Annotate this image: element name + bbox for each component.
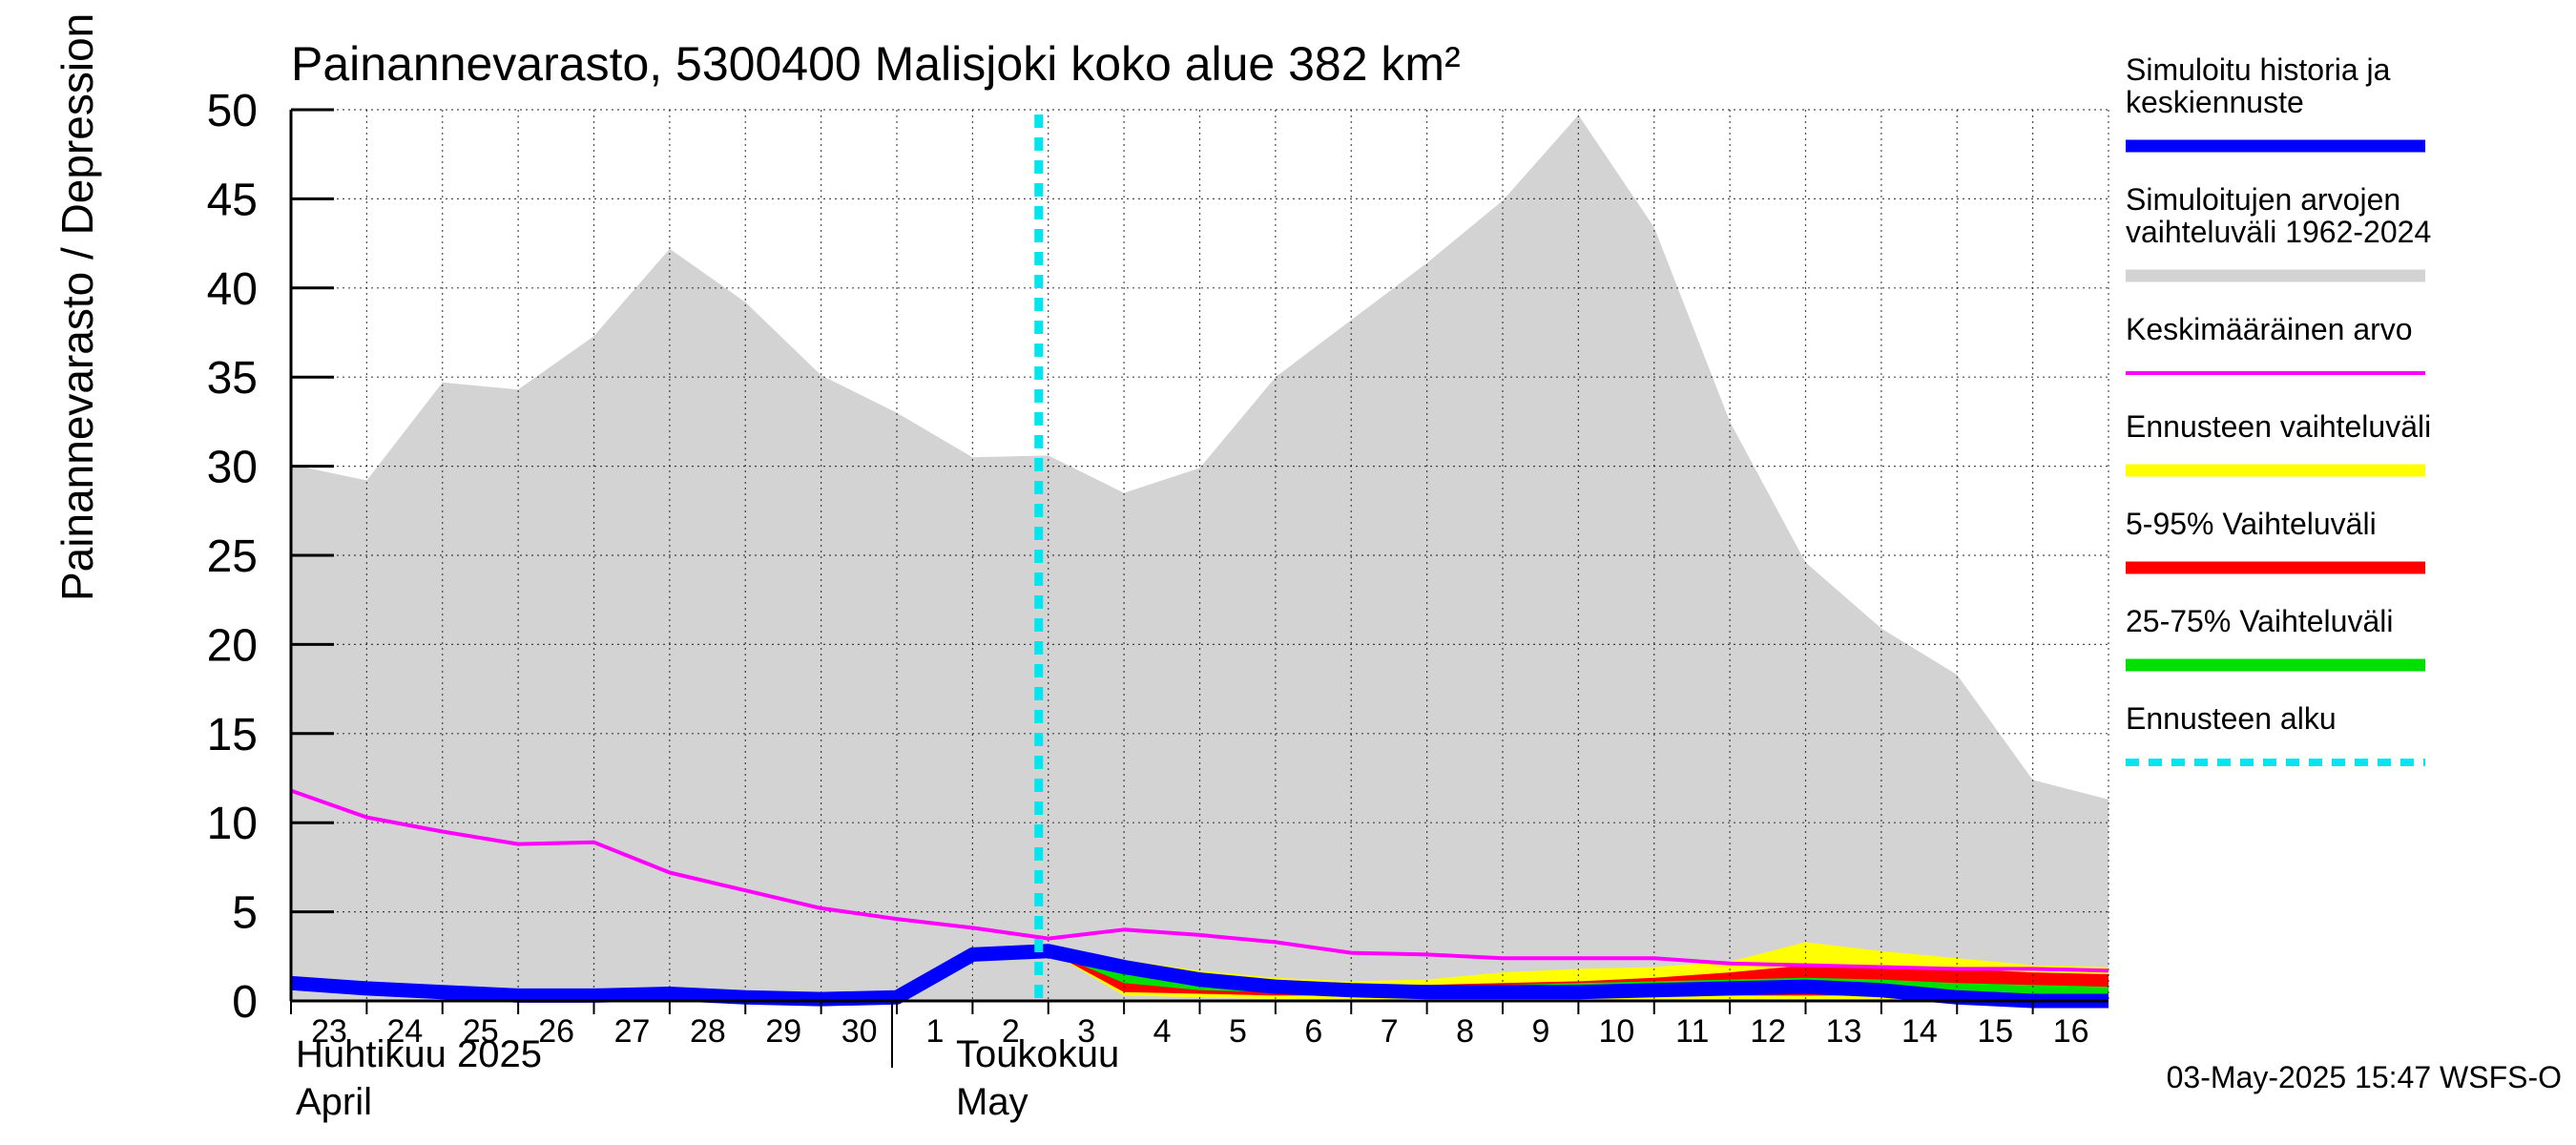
y-axis-label: Painannevarasto / Depression storage mm bbox=[52, 0, 102, 601]
x-tick-label: 16 bbox=[2053, 1013, 2089, 1050]
x-tick-label: 9 bbox=[1532, 1013, 1550, 1050]
chart-title: Painannevarasto, 5300400 Malisjoki koko … bbox=[291, 37, 1461, 91]
x-tick-label: 5 bbox=[1229, 1013, 1247, 1050]
legend-label: Keskimääräinen arvo bbox=[2126, 312, 2413, 346]
x-tick-label: 7 bbox=[1381, 1013, 1399, 1050]
y-tick-label: 35 bbox=[207, 353, 258, 404]
x-tick-label: 1 bbox=[926, 1013, 945, 1050]
legend-item: 5-95% Vaihteluväli bbox=[2126, 507, 2425, 574]
x-tick-label: 14 bbox=[1901, 1013, 1938, 1050]
legend-item: 25-75% Vaihteluväli bbox=[2126, 604, 2425, 672]
y-tick-label: 20 bbox=[207, 620, 258, 671]
month-label-may_en: May bbox=[956, 1081, 1028, 1123]
x-tick-label: 10 bbox=[1598, 1013, 1634, 1050]
series-line-4 bbox=[290, 788, 2109, 973]
legend-label: 25-75% Vaihteluväli bbox=[2126, 604, 2393, 638]
x-tick-label: 23 bbox=[311, 1013, 347, 1050]
x-tick-label: 27 bbox=[614, 1013, 651, 1050]
y-tick-label: 10 bbox=[207, 799, 258, 849]
x-tick-label: 26 bbox=[538, 1013, 574, 1050]
timestamp: 03-May-2025 15:47 WSFS-O bbox=[2167, 1060, 2562, 1094]
legend-label: 5-95% Vaihteluväli bbox=[2126, 507, 2377, 541]
legend-label: Ennusteen vaihteluväli bbox=[2126, 409, 2431, 444]
month-label-april_fi: Huhtikuu 2025 bbox=[296, 1033, 542, 1075]
x-tick-label: 28 bbox=[690, 1013, 726, 1050]
legend-item: Ennusteen vaihteluväli bbox=[2126, 409, 2431, 477]
legend: Simuloitu historia jakeskiennusteSimuloi… bbox=[2126, 52, 2431, 766]
x-tick-label: 3 bbox=[1077, 1013, 1095, 1050]
x-tick-label: 4 bbox=[1153, 1013, 1172, 1050]
y-tick-label: 5 bbox=[232, 888, 258, 939]
series-line-5 bbox=[290, 944, 2109, 1009]
y-tick-label: 40 bbox=[207, 264, 258, 315]
legend-label: keskiennuste bbox=[2126, 85, 2304, 119]
x-tick-label: 13 bbox=[1826, 1013, 1862, 1050]
y-tick-label: 45 bbox=[207, 175, 258, 225]
x-tick-label: 6 bbox=[1304, 1013, 1322, 1050]
y-tick-label: 30 bbox=[207, 443, 258, 493]
x-tick-label: 2 bbox=[1002, 1013, 1020, 1050]
x-tick-label: 30 bbox=[841, 1013, 878, 1050]
legend-label: Simuloitujen arvojen bbox=[2126, 182, 2400, 217]
x-tick-label: 12 bbox=[1750, 1013, 1786, 1050]
x-tick-label: 24 bbox=[386, 1013, 423, 1050]
y-tick-label: 15 bbox=[207, 710, 258, 760]
y-tick-label: 25 bbox=[207, 531, 258, 582]
x-tick-label: 11 bbox=[1675, 1013, 1709, 1050]
month-label-may_fi: Toukokuu bbox=[956, 1033, 1119, 1075]
legend-item: Ennusteen alku bbox=[2126, 701, 2425, 766]
x-tick-label: 15 bbox=[1977, 1013, 2013, 1050]
y-tick-label: 0 bbox=[232, 977, 258, 1028]
legend-label: vaihteluväli 1962-2024 bbox=[2126, 215, 2431, 249]
x-tick-label: 8 bbox=[1456, 1013, 1474, 1050]
x-tick-label: 25 bbox=[463, 1013, 499, 1050]
month-label-april_en: April bbox=[296, 1081, 372, 1123]
legend-label: Ennusteen alku bbox=[2126, 701, 2337, 736]
x-tick-label: 29 bbox=[765, 1013, 801, 1050]
legend-label: Simuloitu historia ja bbox=[2126, 52, 2391, 87]
legend-item: Keskimääräinen arvo bbox=[2126, 312, 2425, 375]
y-tick-label: 50 bbox=[207, 86, 258, 136]
